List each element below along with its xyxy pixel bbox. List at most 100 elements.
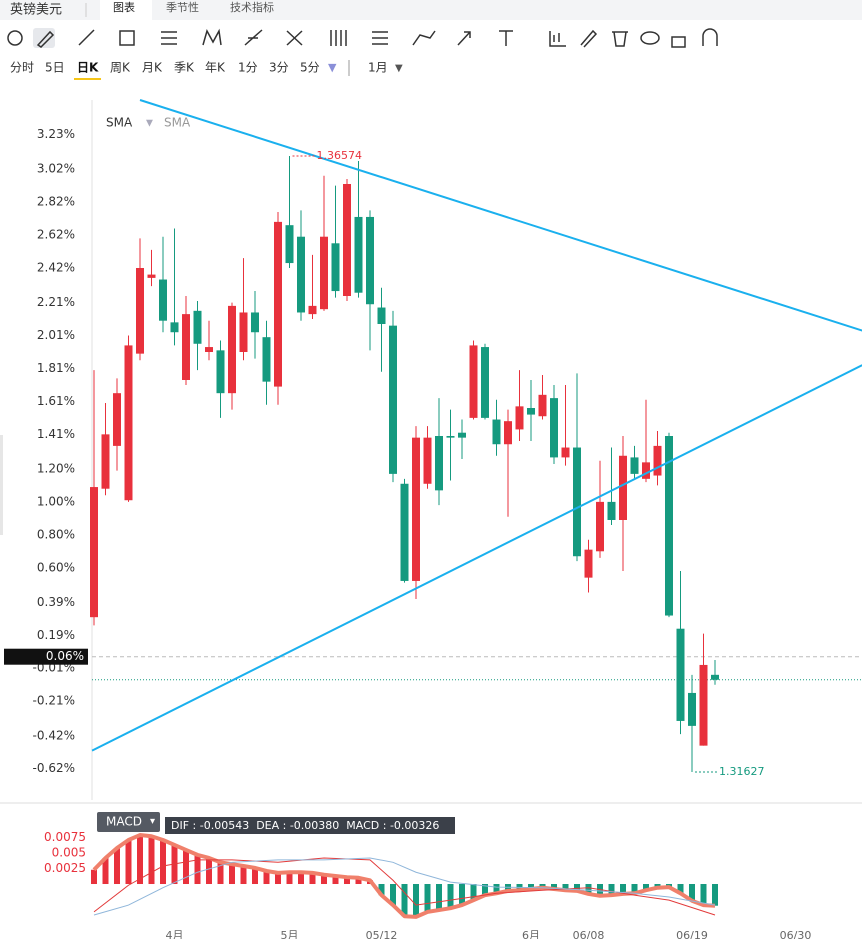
macd-bar [447, 884, 454, 909]
period[interactable]: 周K [110, 61, 131, 75]
macd-name[interactable]: MACD [106, 815, 142, 829]
y-tick-label: 2.01% [37, 328, 75, 342]
y-tick-label: 2.82% [37, 195, 75, 209]
y-tick-label: 0.19% [37, 628, 75, 642]
range-select[interactable]: 1月 [368, 61, 388, 75]
x-tick-label: 06/08 [573, 929, 605, 939]
macd-bar [401, 884, 408, 917]
legend-entry: SMA [106, 116, 133, 130]
candle-body [343, 184, 351, 296]
period[interactable]: 日K [77, 61, 99, 75]
tool-icon[interactable] [330, 30, 347, 46]
tab[interactable]: 季节性 [166, 0, 199, 14]
macd-tick-label: 0.005 [52, 846, 86, 860]
y-tick-label: -0.62% [33, 761, 75, 775]
period[interactable]: 月K [142, 61, 163, 75]
candle-body [481, 347, 489, 418]
tool-icon[interactable] [671, 36, 686, 48]
macd-bar [631, 884, 638, 894]
tool-icon[interactable] [457, 31, 471, 46]
macd-bar [712, 884, 718, 906]
range-arrow[interactable]: ▼ [395, 63, 403, 74]
y-tick-label: 1.81% [37, 361, 75, 375]
tool-icon[interactable] [640, 31, 660, 45]
tool-icon[interactable] [78, 29, 95, 46]
tab[interactable]: 技术指标 [230, 0, 274, 14]
legend-arrow[interactable]: ▼ [146, 119, 153, 129]
candle-body [205, 347, 213, 352]
period[interactable]: 年K [205, 61, 226, 75]
tool-icon[interactable] [119, 30, 135, 46]
candle-body [711, 674, 719, 680]
macd-bar [643, 884, 649, 891]
period[interactable]: 1分 [238, 61, 258, 75]
candle-body [538, 394, 547, 417]
last-price-box [4, 648, 88, 665]
macd-bar [459, 884, 465, 906]
macd-bar [275, 872, 281, 885]
tool-icon[interactable] [202, 28, 222, 46]
y-tick-label: 0.80% [37, 527, 75, 541]
splitter-handle[interactable] [0, 435, 3, 535]
candle-body [653, 445, 662, 476]
macd-bar [574, 884, 580, 891]
period[interactable]: 分时 [10, 61, 34, 75]
tab[interactable]: 图表 [113, 0, 135, 14]
macd-bar [137, 835, 143, 885]
macd-bar [378, 884, 385, 896]
candle-body [492, 419, 501, 445]
candle-body [193, 310, 202, 344]
macd-bar [528, 884, 534, 889]
candle-body [274, 221, 282, 387]
tool-icon[interactable] [7, 30, 23, 46]
x-tick-label: 06/30 [780, 929, 812, 939]
macd-bar [436, 884, 442, 911]
period[interactable]: 季K [174, 61, 195, 75]
candle-body [113, 393, 121, 446]
tool-icon[interactable] [612, 31, 628, 47]
trendline [91, 364, 862, 752]
tool-icon[interactable] [549, 31, 566, 47]
candle-body [619, 455, 627, 520]
macd-bar [194, 854, 201, 885]
macd-bar [286, 872, 293, 885]
tool-icon[interactable] [499, 30, 513, 46]
y-tick-label: -0.21% [33, 694, 75, 708]
macd-bar [608, 884, 615, 896]
candle-body [262, 337, 271, 382]
candle-body [435, 436, 443, 491]
candle-body [308, 305, 317, 315]
macd-bar [114, 848, 120, 885]
tool-icon[interactable] [412, 30, 436, 46]
y-tick-label: 1.00% [37, 494, 75, 508]
tool-icon[interactable] [286, 30, 303, 46]
candle-body [251, 312, 259, 333]
period[interactable]: 5分 [300, 61, 320, 75]
candle-body [101, 434, 110, 489]
period[interactable]: 3分 [269, 61, 289, 75]
period[interactable]: 5日 [45, 61, 65, 75]
x-tick-label: 05/12 [366, 929, 398, 939]
candle-body [458, 432, 466, 438]
macd-bar [413, 884, 419, 917]
candle-body [354, 216, 363, 293]
tool-icon[interactable] [244, 29, 263, 46]
tool-icon[interactable] [161, 31, 177, 45]
tool-icon[interactable] [702, 28, 718, 46]
macd-envelope [92, 833, 716, 919]
candle-body [584, 549, 593, 578]
macd-button[interactable] [97, 812, 160, 832]
tool-icon[interactable] [36, 30, 55, 48]
macd-arrow[interactable]: ▾ [150, 816, 155, 827]
y-tick-label: 0.60% [37, 560, 75, 574]
macd-bar [390, 884, 396, 906]
period-more[interactable]: ▼ [328, 61, 337, 74]
macd-info: DIF : -0.00543 DEA : -0.00380 MACD : -0.… [171, 819, 439, 832]
candle-body [239, 312, 248, 352]
tool-icon[interactable] [372, 31, 388, 45]
tool-icon[interactable] [580, 29, 598, 48]
macd-bar [148, 836, 155, 885]
candle-body [182, 314, 190, 380]
y-tick-label: 2.62% [37, 228, 75, 242]
